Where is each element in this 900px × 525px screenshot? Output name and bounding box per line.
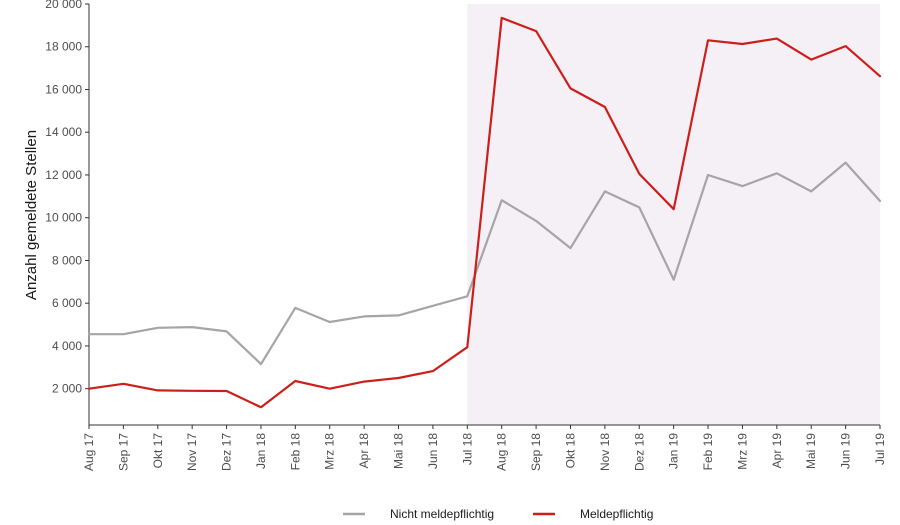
- x-tick-label: Mrz 19: [735, 433, 749, 470]
- x-tick-label: Apr 18: [357, 433, 371, 469]
- legend-label: Meldepflichtig: [580, 507, 653, 521]
- series-line-nicht-meldepflichtig: [87, 161, 882, 366]
- x-tick-label: Jan 18: [254, 433, 268, 469]
- series-lines: [87, 16, 882, 409]
- x-tick-label: Jan 19: [667, 433, 681, 469]
- legend: Nicht meldepflichtig Meldepflichtig: [343, 507, 653, 521]
- legend-label: Nicht meldepflichtig: [390, 507, 494, 521]
- x-tick-label: Apr 19: [770, 433, 784, 469]
- y-tick-label: 6 000: [52, 296, 82, 310]
- x-tick-label: Okt 18: [563, 433, 577, 469]
- x-tick-label: Jun 18: [426, 433, 440, 469]
- x-tick-label: Feb 18: [288, 433, 302, 471]
- y-tick-label: 10 000: [45, 211, 82, 225]
- x-tick-label: Mai 19: [804, 433, 818, 469]
- y-tick-label: 8 000: [52, 253, 82, 267]
- x-tick-label: Nov 18: [598, 433, 612, 471]
- y-tick-label: 16 000: [45, 82, 82, 96]
- y-tick-label: 14 000: [45, 125, 82, 139]
- y-tick-label: 4 000: [52, 339, 82, 353]
- x-tick-label: Jul 18: [460, 433, 474, 465]
- series-line-meldepflichtig: [87, 16, 882, 409]
- x-tick-label: Mai 18: [392, 433, 406, 469]
- x-tick-label: Aug 17: [82, 433, 96, 471]
- x-tick-label: Dez 18: [632, 433, 646, 471]
- x-tick-label: Mrz 18: [323, 433, 337, 470]
- x-tick-label: Dez 17: [220, 433, 234, 471]
- x-tick-label: Aug 18: [495, 433, 509, 471]
- x-tick-label: Jun 19: [839, 433, 853, 469]
- x-tick-label: Jul 19: [873, 433, 887, 465]
- y-axis-ticks: 2 000 4 000 6 000 8 000 10 000 12 000 14 000 16…: [45, 0, 89, 396]
- x-tick-label: Sep 18: [529, 433, 543, 471]
- y-tick-label: 12 000: [45, 168, 82, 182]
- x-tick-label: Sep 17: [116, 433, 130, 471]
- y-tick-label: 2 000: [52, 382, 82, 396]
- x-axis-ticks: Aug 17 Sep 17 Okt 17 Nov 17 Dez 17 Jan 18 Feb …: [82, 425, 887, 471]
- highlight-band: [467, 4, 880, 425]
- x-tick-label: Feb 19: [701, 433, 715, 471]
- x-tick-label: Okt 17: [151, 433, 165, 469]
- y-axis-title: Anzahl gemeldete Stellen: [23, 130, 40, 300]
- x-tick-label: Nov 17: [185, 433, 199, 471]
- y-tick-label: 20 000: [45, 0, 82, 11]
- y-tick-label: 18 000: [45, 40, 82, 54]
